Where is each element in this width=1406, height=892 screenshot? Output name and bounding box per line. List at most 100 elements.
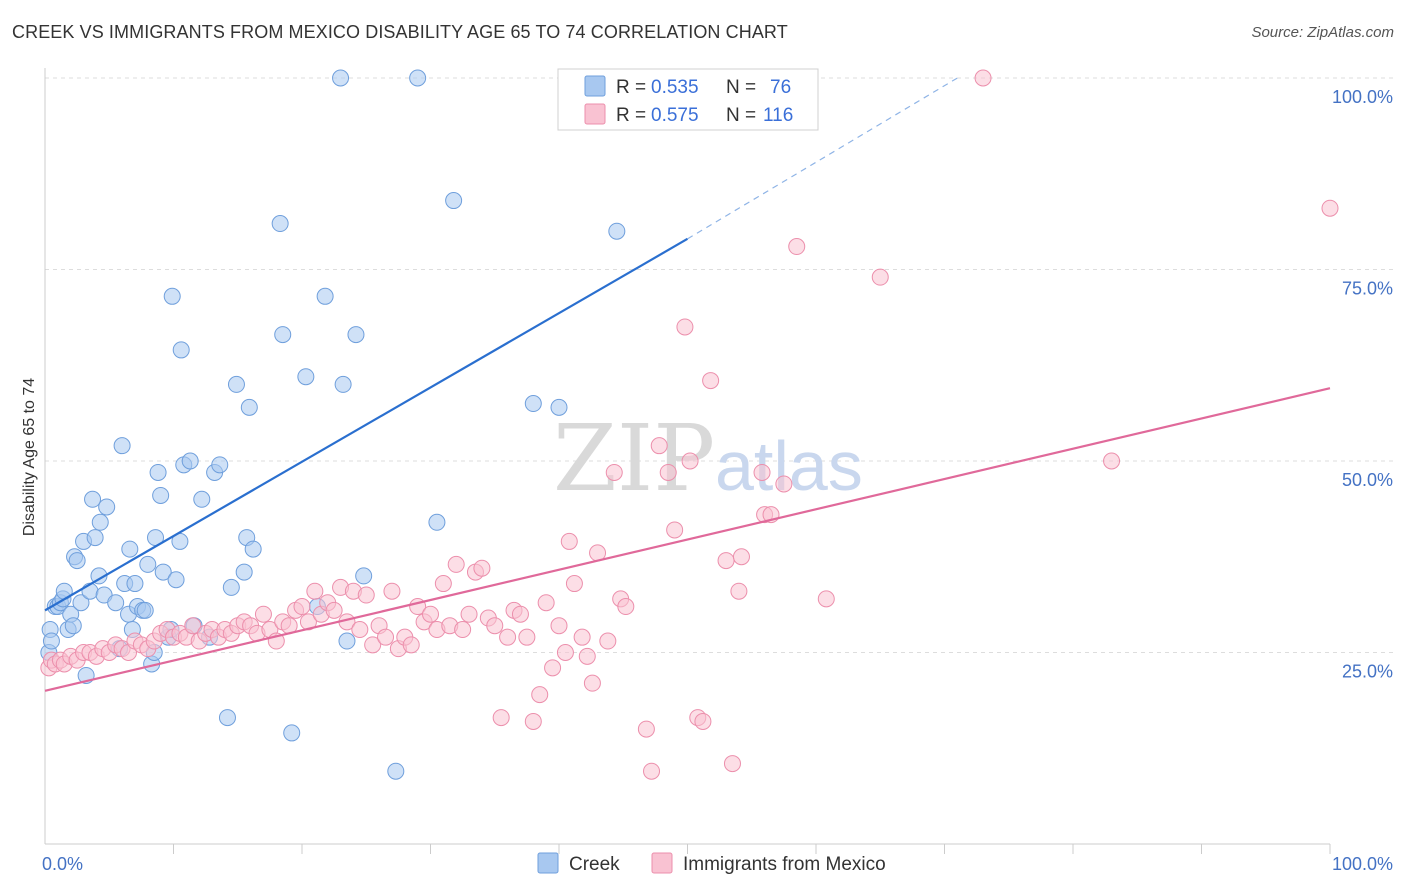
creek-point-78 bbox=[608, 222, 626, 240]
creek-point-62 bbox=[274, 326, 292, 344]
creek-point-60 bbox=[244, 540, 262, 558]
axes bbox=[44, 68, 1331, 854]
mexico-point-72 bbox=[492, 709, 510, 727]
creek-point-61 bbox=[271, 215, 289, 233]
creek-point-50 bbox=[193, 490, 211, 508]
mexico-point-86 bbox=[578, 647, 596, 665]
y-tick-label-25: 25.0% bbox=[1342, 662, 1393, 682]
stats-r-label-0: R = bbox=[616, 77, 646, 98]
creek-point-30 bbox=[126, 575, 144, 593]
stats-n-label-1: N = bbox=[726, 105, 756, 126]
stats-r-label-1: R = bbox=[616, 105, 646, 126]
creek-point-48 bbox=[181, 452, 199, 470]
mexico-point-111 bbox=[788, 238, 806, 256]
creek-point-67 bbox=[332, 69, 350, 87]
mexico-point-75 bbox=[511, 605, 529, 623]
legend-swatch-creek bbox=[537, 852, 559, 874]
mexico-point-63 bbox=[434, 575, 452, 593]
mexico-point-110 bbox=[775, 475, 793, 493]
mexico-point-78 bbox=[531, 686, 549, 704]
creek-point-39 bbox=[152, 486, 170, 504]
mexico-point-114 bbox=[974, 69, 992, 87]
legend-swatch-mexico bbox=[651, 852, 673, 874]
legend-label-creek: Creek bbox=[569, 854, 620, 875]
mexico-point-54 bbox=[377, 628, 395, 646]
creek-point-70 bbox=[347, 326, 365, 344]
series-legend: Creek Immigrants from Mexico bbox=[537, 852, 886, 875]
trend-lines bbox=[44, 77, 1331, 692]
creek-point-74 bbox=[428, 513, 446, 531]
creek-point-53 bbox=[211, 456, 229, 474]
mexico-point-82 bbox=[556, 644, 574, 661]
mexico-point-116 bbox=[1321, 199, 1339, 217]
mexico-point-71 bbox=[486, 617, 504, 635]
creek-point-2 bbox=[42, 632, 60, 650]
chart-title: CREEK VS IMMIGRANTS FROM MEXICO DISABILI… bbox=[12, 22, 788, 42]
watermark-atlas: atlas bbox=[715, 427, 863, 505]
creek-point-23 bbox=[107, 594, 125, 612]
mexico-point-115 bbox=[1103, 452, 1121, 470]
mexico-point-50 bbox=[351, 621, 369, 639]
mexico-point-87 bbox=[583, 674, 601, 692]
creek-point-46 bbox=[172, 341, 190, 359]
mexico-point-58 bbox=[402, 636, 420, 654]
mexico-point-96 bbox=[659, 463, 677, 481]
stats-n-value-1: 116 bbox=[763, 105, 793, 126]
creek-trend-line bbox=[44, 237, 689, 612]
mexico-point-61 bbox=[422, 605, 439, 623]
mexico-point-106 bbox=[732, 548, 750, 566]
mexico-point-46 bbox=[325, 601, 343, 619]
creek-point-25 bbox=[113, 437, 131, 455]
mexico-point-98 bbox=[676, 318, 694, 336]
mexico-point-43 bbox=[306, 582, 324, 600]
creek-point-17 bbox=[84, 490, 102, 508]
y-axis-label: Disability Age 65 to 74 bbox=[21, 378, 38, 536]
creek-point-38 bbox=[149, 463, 167, 481]
gridlines bbox=[45, 77, 1393, 653]
mexico-point-83 bbox=[560, 532, 578, 550]
mexico-point-107 bbox=[753, 463, 771, 481]
creek-point-63 bbox=[283, 724, 301, 742]
mexico-point-97 bbox=[666, 521, 684, 539]
mexico-trend-line bbox=[44, 387, 1331, 692]
stats-r-value-1: 0.575 bbox=[651, 105, 699, 126]
mexico-point-84 bbox=[565, 575, 583, 593]
creek-point-69 bbox=[338, 632, 356, 650]
creek-point-55 bbox=[222, 578, 240, 596]
creek-point-66 bbox=[316, 287, 334, 305]
mexico-point-89 bbox=[599, 632, 617, 650]
mexico-point-51 bbox=[357, 586, 375, 604]
mexico-point-76 bbox=[518, 628, 536, 646]
data-points bbox=[40, 69, 1339, 780]
creek-point-71 bbox=[355, 567, 373, 585]
creek-point-13 bbox=[72, 594, 90, 612]
x-tick-label-left: 0.0% bbox=[42, 854, 83, 874]
mexico-point-85 bbox=[573, 628, 591, 646]
mexico-point-81 bbox=[550, 617, 568, 635]
creek-point-34 bbox=[139, 555, 157, 573]
mexico-point-77 bbox=[524, 712, 542, 730]
creek-point-75 bbox=[445, 192, 463, 210]
mexico-point-55 bbox=[383, 582, 401, 600]
stats-n-value-0: 76 bbox=[770, 77, 791, 98]
y-tick-label-50: 50.0% bbox=[1342, 470, 1393, 490]
creek-point-76 bbox=[524, 395, 542, 413]
mexico-point-41 bbox=[293, 598, 311, 616]
stats-n-label-0: N = bbox=[726, 77, 756, 98]
stats-legend-swatch-creek bbox=[584, 75, 606, 97]
creek-point-22 bbox=[98, 498, 116, 516]
chart-source: Source: ZipAtlas.com bbox=[1251, 24, 1394, 41]
y-tick-labels: 25.0% 50.0% 75.0% 100.0% bbox=[1332, 87, 1393, 682]
mexico-point-112 bbox=[817, 590, 835, 608]
mexico-point-79 bbox=[537, 594, 555, 612]
mexico-point-92 bbox=[617, 598, 635, 616]
mexico-point-95 bbox=[650, 437, 668, 455]
creek-point-33 bbox=[136, 601, 154, 619]
mexico-point-105 bbox=[730, 582, 748, 600]
stats-legend: R = 0.535 N = 76 R = 0.575 N = 116 bbox=[557, 68, 819, 131]
mexico-point-90 bbox=[605, 463, 623, 481]
y-tick-label-100: 100.0% bbox=[1332, 87, 1393, 107]
creek-point-19 bbox=[90, 567, 108, 585]
creek-point-56 bbox=[227, 375, 245, 393]
